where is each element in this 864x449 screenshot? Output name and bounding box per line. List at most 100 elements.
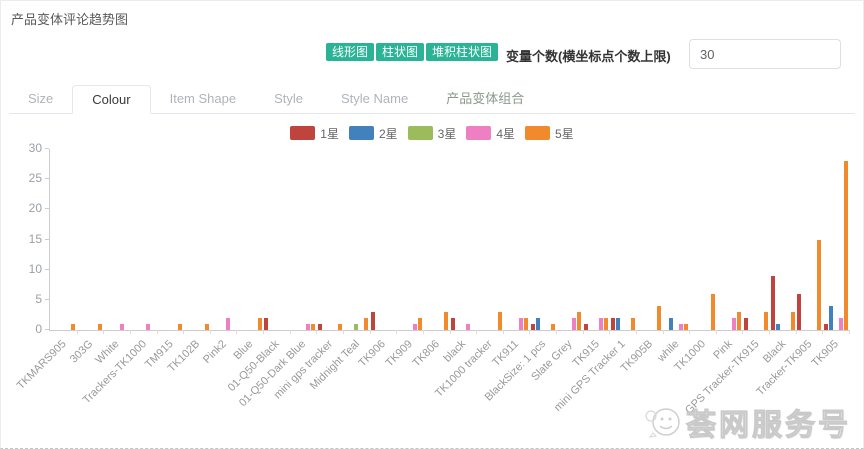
watermark: 荟网服务号 — [642, 400, 851, 444]
chart-type-button-3[interactable]: 堆积柱状图 — [426, 43, 499, 61]
bar-5星 — [657, 305, 662, 330]
bar-4星 — [599, 317, 604, 330]
x-tick-mark — [103, 330, 105, 334]
x-tick-mark — [556, 330, 558, 334]
tab-style-name[interactable]: Style Name — [341, 91, 409, 106]
bar-2星 — [828, 305, 833, 330]
legend-label-2星: 2星 — [378, 126, 398, 141]
page-title: 产品变体评论趋势图 — [11, 12, 129, 27]
bar-5星 — [311, 323, 316, 330]
legend-item-5星[interactable]: 5星 — [525, 125, 574, 142]
x-axis-label: TK806 — [410, 338, 442, 370]
plot-area: TKMARS905 303G White Trackers-TK1000 TM915 TK… — [15, 141, 850, 417]
chart-type-button-2[interactable]: 柱状图 — [376, 43, 425, 61]
x-tick-mark — [129, 330, 131, 334]
x-tick-mark — [209, 330, 211, 334]
x-tick-mark — [662, 330, 664, 334]
y-tick-mark-30 — [45, 148, 49, 149]
bar-group-while — [663, 149, 690, 330]
tab-size[interactable]: Size — [28, 91, 54, 106]
legend-label-4星: 4星 — [496, 126, 516, 141]
bar-4星 — [306, 323, 311, 330]
legend-item-2星[interactable]: 2星 — [348, 125, 398, 142]
legend-item-4星[interactable]: 4星 — [466, 125, 515, 142]
bar-group-tk905 — [823, 149, 850, 330]
bar-2星 — [775, 323, 780, 330]
tab-style[interactable]: Style — [274, 91, 303, 106]
variable-count-input[interactable] — [689, 39, 841, 69]
x-tick-mark — [263, 330, 265, 334]
bar-group-trackers-tk1000 — [130, 149, 157, 330]
bar-5星 — [630, 317, 635, 330]
x-tick-mark — [502, 330, 504, 334]
bar-5星 — [604, 317, 609, 330]
y-tick-label-5: 5 — [35, 291, 42, 306]
bar-5星 — [577, 311, 582, 330]
bar-5星 — [710, 293, 715, 330]
x-tick-mark — [822, 330, 824, 334]
x-tick-mark — [476, 330, 478, 334]
legend-swatch-2星 — [348, 126, 374, 140]
x-tick-mark — [236, 330, 238, 334]
y-tick-label-30: 30 — [28, 141, 42, 155]
bar-1星 — [743, 317, 748, 330]
bar-group-pink2 — [210, 149, 237, 330]
legend-label-5星: 5星 — [555, 126, 574, 141]
bar-5星 — [337, 323, 342, 330]
x-tick-mark — [183, 330, 185, 334]
bar-5星 — [550, 323, 555, 330]
watermark-text: 荟网服务号 — [686, 409, 851, 443]
chart-type-button-group: 线形图 柱状图 堆积柱状图 — [326, 43, 499, 61]
bar-group-tracker-tk905 — [796, 149, 823, 330]
x-axis-label: Pink2 — [200, 338, 229, 366]
bar-1星 — [371, 311, 375, 330]
y-tick-label-20: 20 — [28, 201, 42, 216]
bar-5星 — [97, 323, 102, 330]
bar-5星 — [737, 311, 742, 330]
trend-chart: 1星 2星 3星 4星 5星 TKMARS905 303G White Trackers-TK… — [9, 119, 855, 417]
bar-4星 — [465, 323, 470, 330]
x-tick-mark — [742, 330, 744, 334]
y-tick-mark-25 — [45, 178, 49, 180]
bar-5星 — [444, 311, 449, 330]
bar-5星 — [71, 323, 76, 330]
bar-2星 — [535, 317, 540, 330]
variant-tabs: Size Colour Item Shape Style Style Name 产品变体组… — [9, 85, 855, 114]
bar-5星 — [364, 317, 369, 330]
bar-4星 — [679, 323, 684, 330]
bar-5星 — [763, 311, 768, 330]
bar-4星 — [119, 323, 124, 330]
bar-2星 — [669, 317, 674, 330]
bar-group-tk1000-tracker — [476, 149, 503, 330]
tab-产品变体组合[interactable]: 产品变体组合 — [446, 91, 525, 106]
bar-group-tk1000 — [689, 149, 716, 330]
y-tick-mark-0 — [45, 329, 49, 330]
bar-4星 — [412, 323, 417, 330]
legend-swatch-5星 — [525, 126, 551, 140]
x-tick-mark — [289, 330, 291, 334]
legend-item-1星[interactable]: 1星 — [290, 125, 339, 142]
chart-type-button-1[interactable]: 线形图 — [326, 43, 375, 61]
tab-item-shape[interactable]: Item Shape — [169, 91, 237, 106]
x-tick-mark — [396, 330, 398, 334]
x-axis-label: TKMARS905 — [14, 338, 69, 392]
bar-group-mini-gps-tracker-1 — [609, 149, 636, 330]
bar-5星 — [843, 161, 848, 330]
x-tick-mark — [715, 330, 717, 334]
bar-4星 — [838, 317, 843, 330]
bar-5星 — [524, 317, 529, 330]
x-tick-mark — [422, 330, 424, 334]
bar-4星 — [146, 323, 151, 330]
bar-1星 — [450, 317, 455, 330]
bar-5星 — [204, 323, 209, 330]
bar-group-white — [103, 149, 130, 330]
tab-colour[interactable]: Colour — [72, 85, 151, 114]
bar-1星 — [264, 317, 269, 330]
bar-group-tkmars905 — [50, 149, 77, 330]
bar-group-tk915 — [583, 149, 610, 330]
bar-3星 — [354, 323, 359, 330]
legend-swatch-3星 — [407, 126, 433, 140]
bar-4星 — [572, 317, 577, 330]
legend-item-3星[interactable]: 3星 — [407, 125, 456, 142]
